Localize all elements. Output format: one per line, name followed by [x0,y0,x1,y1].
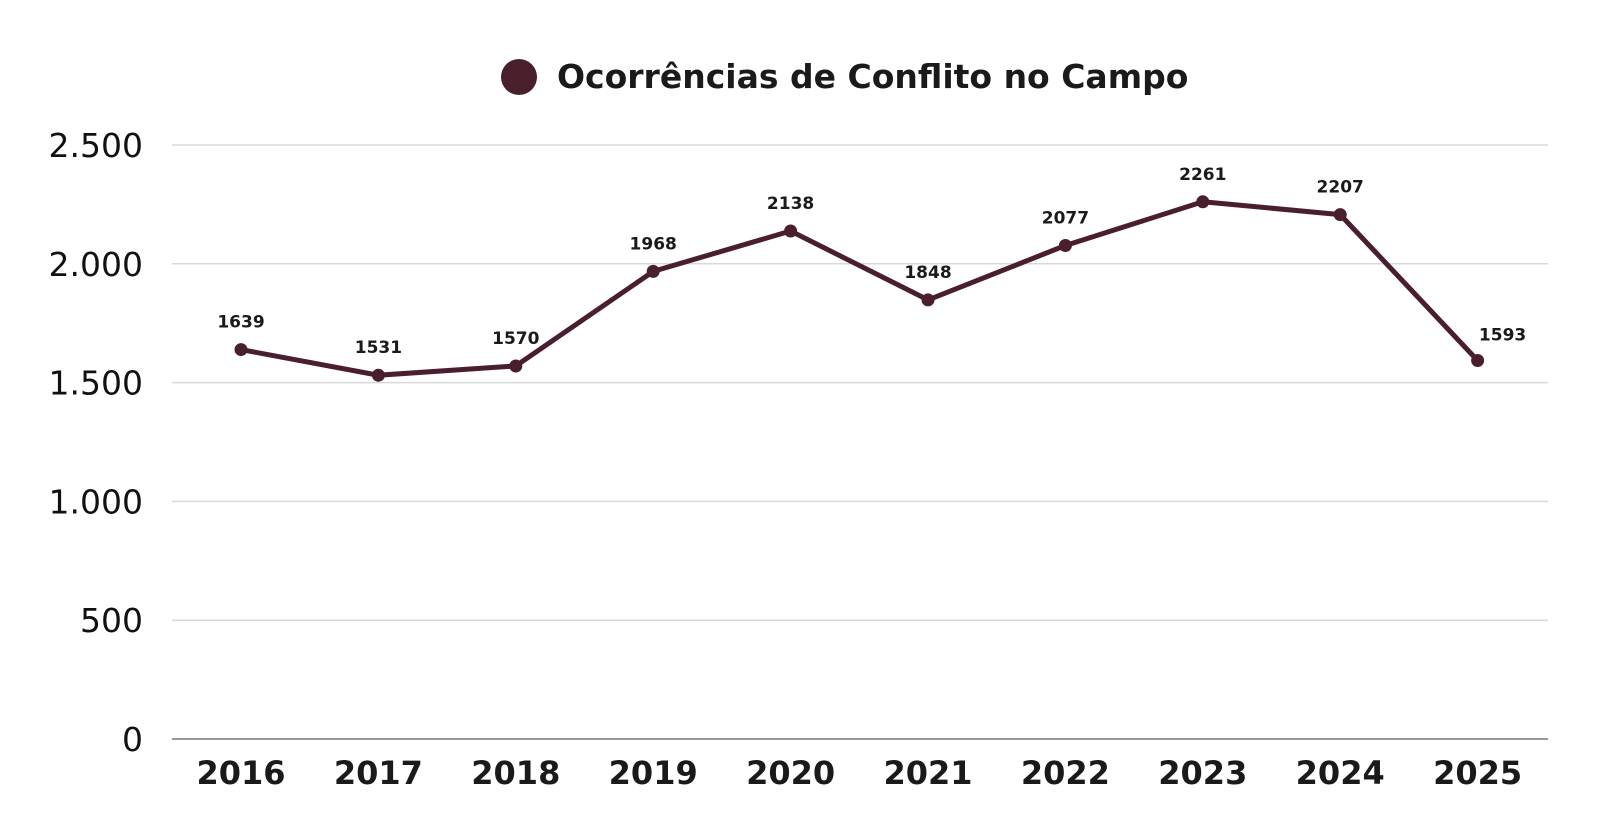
x-tick-label: 2020 [746,754,835,792]
data-label: 1968 [630,234,677,254]
data-label: 1531 [355,338,402,358]
data-label: 2261 [1179,165,1226,185]
x-tick-label: 2019 [609,754,698,792]
x-tick-label: 2022 [1021,754,1110,792]
y-tick-label: 2.000 [49,245,143,284]
x-tick-label: 2016 [196,754,285,792]
data-label: 1639 [217,313,264,333]
x-tick-label: 2024 [1296,754,1385,792]
y-tick-label: 1.000 [49,482,143,521]
data-point [509,359,523,373]
data-point [1058,239,1072,253]
data-label: 2138 [767,194,814,214]
x-tick-label: 2021 [883,754,972,792]
y-tick-label: 500 [80,601,143,640]
data-point [1196,195,1210,209]
x-tick-label: 2023 [1158,754,1247,792]
data-label: 2207 [1317,178,1364,198]
data-label: 1593 [1479,326,1526,346]
data-label: 1848 [904,263,951,283]
data-label: 1570 [492,329,539,349]
data-point [1333,208,1347,222]
y-tick-label: 0 [122,720,143,759]
data-label: 2077 [1042,209,1089,229]
y-tick-label: 1.500 [49,364,143,403]
data-point [921,293,935,307]
legend: Ocorrências de Conflito no Campo [501,57,1188,96]
legend-label: Ocorrências de Conflito no Campo [557,57,1188,96]
x-tick-label: 2018 [471,754,560,792]
legend-marker [501,59,537,95]
data-point [784,224,798,238]
data-point [371,368,385,382]
data-point [646,264,660,278]
y-tick-label: 2.500 [49,126,143,165]
data-point [234,343,248,357]
series-line [240,199,1480,378]
x-tick-label: 2025 [1433,754,1522,792]
x-tick-label: 2017 [334,754,423,792]
data-point [1471,354,1485,368]
